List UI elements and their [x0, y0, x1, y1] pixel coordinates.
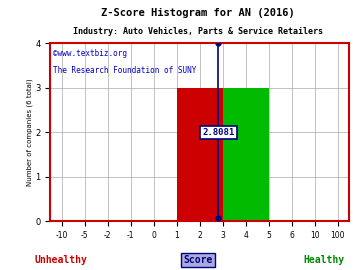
- Bar: [177, 88, 223, 221]
- Text: Healthy: Healthy: [303, 255, 345, 265]
- Y-axis label: Number of companies (6 total): Number of companies (6 total): [26, 79, 32, 186]
- Text: Score: Score: [183, 255, 213, 265]
- Text: Z-Score Histogram for AN (2016): Z-Score Histogram for AN (2016): [101, 8, 295, 18]
- Text: The Research Foundation of SUNY: The Research Foundation of SUNY: [53, 66, 197, 75]
- Text: Unhealthy: Unhealthy: [35, 255, 87, 265]
- Text: Industry: Auto Vehicles, Parts & Service Retailers: Industry: Auto Vehicles, Parts & Service…: [73, 27, 323, 36]
- Bar: [223, 88, 269, 221]
- Text: ©www.textbiz.org: ©www.textbiz.org: [53, 49, 127, 58]
- Text: 2.8081: 2.8081: [202, 128, 234, 137]
